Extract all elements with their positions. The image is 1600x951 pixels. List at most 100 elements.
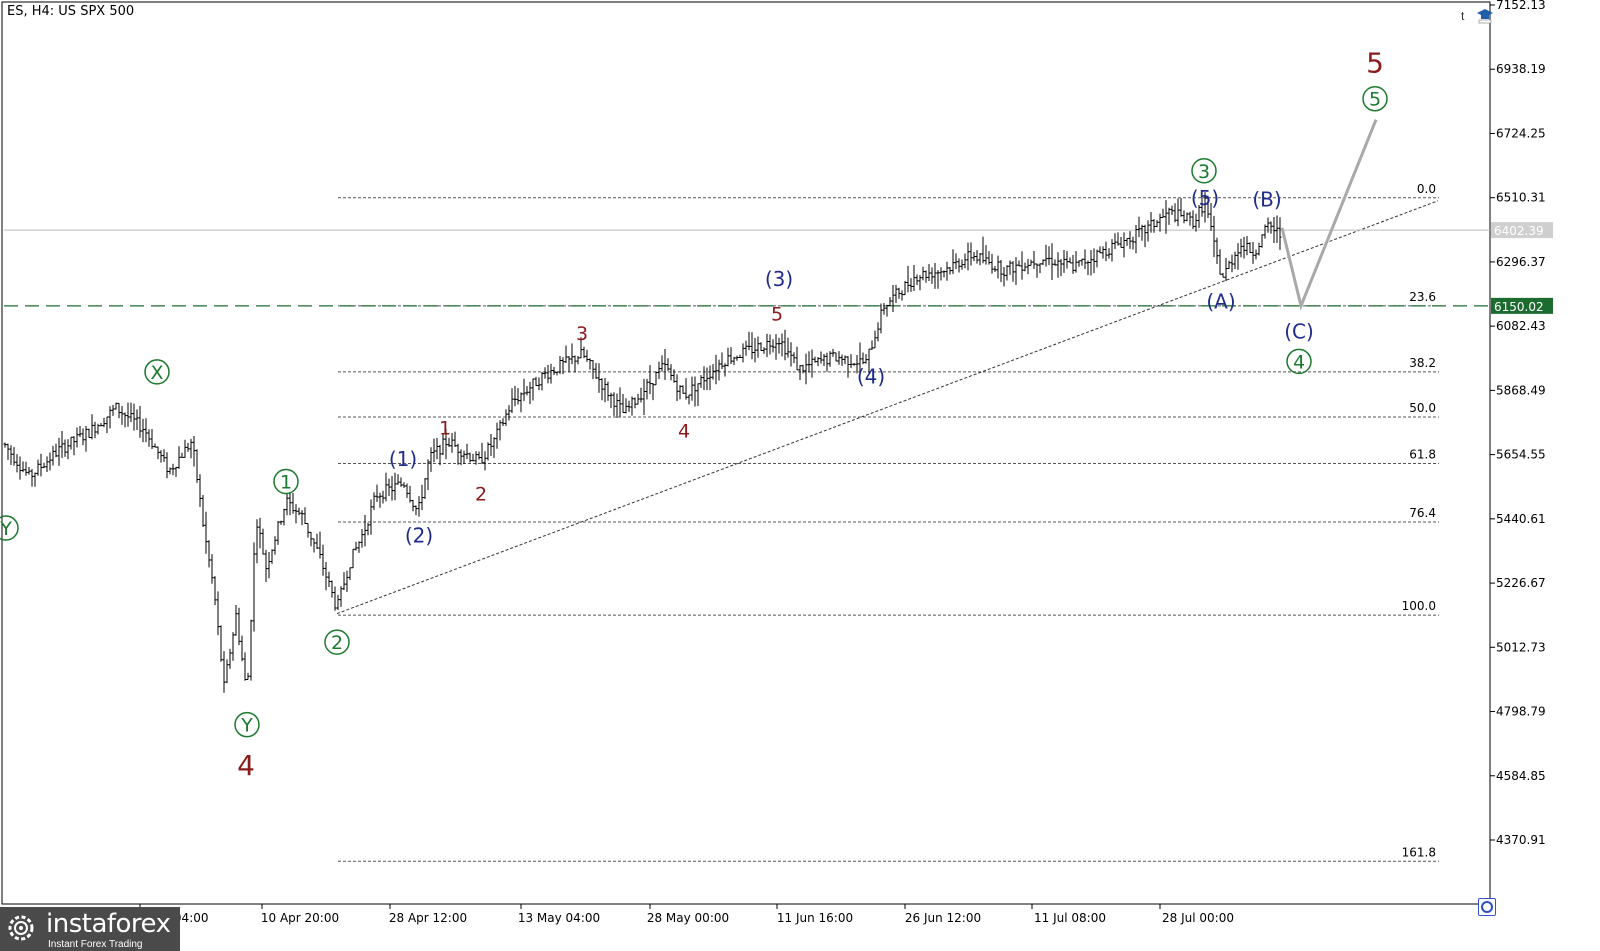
ohlc-bar: [318, 531, 322, 559]
ohlc-bar: [876, 322, 880, 342]
ohlc-bar: [324, 562, 328, 591]
ohlc-bar: [549, 363, 553, 384]
ohlc-bar: [714, 354, 718, 385]
ohlc-bar: [453, 431, 457, 447]
ohlc-bar: [546, 364, 550, 384]
ohlc-bar: [351, 548, 355, 569]
ohlc-bar: [1035, 263, 1039, 278]
ohlc-bar: [801, 364, 805, 374]
ohlc-bar: [630, 396, 634, 416]
ohlc-bar: [1242, 236, 1246, 259]
ohlc-bar: [594, 363, 598, 379]
ohlc-bar: [960, 259, 964, 270]
ohlc-bar: [462, 450, 466, 465]
ohlc-bar: [678, 385, 682, 400]
instaforex-logo: instaforex Instant Forex Trading: [0, 907, 180, 951]
trendline: [336, 200, 1439, 615]
graduation-cap-icon[interactable]: [1476, 8, 1494, 24]
ohlc-bar: [81, 428, 85, 446]
ohlc-bar: [747, 331, 751, 351]
ohlc-bar: [267, 552, 271, 579]
x-tick-label: 11 Jul 08:00: [1034, 911, 1106, 925]
ohlc-bar: [522, 378, 526, 402]
ohlc-bar: [1194, 213, 1198, 232]
ohlc-bar: [12, 447, 16, 466]
ohlc-bar: [666, 358, 670, 371]
ohlc-bar: [1131, 236, 1135, 250]
ohlc-bar: [576, 355, 580, 365]
ohlc-bar: [381, 490, 385, 504]
ohlc-bar: [333, 586, 337, 611]
ohlc-bar: [123, 412, 127, 428]
ohlc-bar: [930, 267, 934, 284]
ohlc-bar: [1032, 250, 1036, 269]
ohlc-bar: [552, 366, 556, 375]
ohlc-bar: [624, 398, 628, 414]
wave-label: 5: [1366, 47, 1384, 80]
ohlc-bar: [906, 265, 910, 293]
ohlc-bar: [285, 493, 289, 516]
ohlc-bar: [618, 387, 622, 417]
ohlc-bar: [1044, 244, 1048, 267]
ohlc-bar: [636, 393, 640, 405]
ohlc-bar: [1173, 203, 1177, 223]
ohlc-bar: [378, 492, 382, 508]
ohlc-bar: [180, 452, 184, 458]
ohlc-bar: [147, 429, 151, 447]
ohlc-bar: [45, 456, 49, 472]
ohlc-bar: [843, 355, 847, 365]
ohlc-bars: [3, 192, 1282, 693]
ohlc-bar: [105, 416, 109, 434]
ohlc-bar: [174, 466, 178, 477]
ohlc-bar: [291, 493, 295, 514]
ohlc-bar: [759, 342, 763, 351]
ohlc-bar: [249, 619, 253, 681]
ohlc-bar: [765, 333, 769, 358]
ohlc-bar: [264, 549, 268, 583]
y-tick-label: 7152.13: [1496, 0, 1546, 12]
ohlc-bar: [957, 258, 961, 273]
ohlc-bar: [1077, 260, 1081, 267]
x-tick-label: 11 Jun 16:00: [777, 911, 853, 925]
ohlc-bar: [471, 453, 475, 462]
ohlc-bar: [942, 270, 946, 278]
ohlc-bar: [807, 351, 811, 373]
ohlc-bar: [3, 442, 7, 448]
ohlc-bar: [1269, 221, 1273, 234]
ohlc-bar: [75, 427, 79, 448]
ohlc-bar: [1104, 241, 1108, 262]
ohlc-bar: [1107, 248, 1111, 259]
ohlc-bar: [1152, 219, 1156, 233]
ohlc-bar: [1014, 257, 1018, 285]
ohlc-bar: [162, 449, 166, 462]
ohlc-bar: [768, 334, 772, 355]
ohlc-bar: [726, 347, 730, 367]
settings-square-icon[interactable]: [1478, 898, 1496, 916]
ohlc-bar: [345, 570, 349, 592]
ohlc-bar: [486, 442, 490, 461]
ohlc-bar: [1254, 249, 1258, 260]
wave-label: 3: [1198, 161, 1210, 183]
ohlc-bar: [99, 423, 103, 427]
key-level-label: 6150.02: [1494, 300, 1544, 314]
ohlc-bar: [9, 445, 13, 465]
ohlc-bar: [1041, 259, 1045, 266]
ohlc-bar: [156, 446, 160, 460]
ohlc-bar: [36, 459, 40, 476]
ohlc-bar: [1056, 252, 1060, 278]
ohlc-bar: [555, 371, 559, 376]
ohlc-bar: [1221, 272, 1225, 278]
ohlc-bar: [810, 349, 814, 378]
ohlc-bar: [1122, 232, 1126, 258]
ohlc-bar: [873, 330, 877, 349]
ohlc-bar: [1179, 198, 1183, 217]
ohlc-bar: [1185, 212, 1189, 222]
ohlc-bar: [429, 447, 433, 472]
ohlc-bar: [798, 365, 802, 380]
ohlc-bar: [90, 414, 94, 440]
ohlc-bar: [612, 392, 616, 416]
wave-label-circle: [0, 515, 19, 541]
ohlc-bar: [435, 438, 439, 460]
ohlc-bar: [1011, 261, 1015, 282]
trade-t-icon[interactable]: t: [1461, 9, 1465, 23]
